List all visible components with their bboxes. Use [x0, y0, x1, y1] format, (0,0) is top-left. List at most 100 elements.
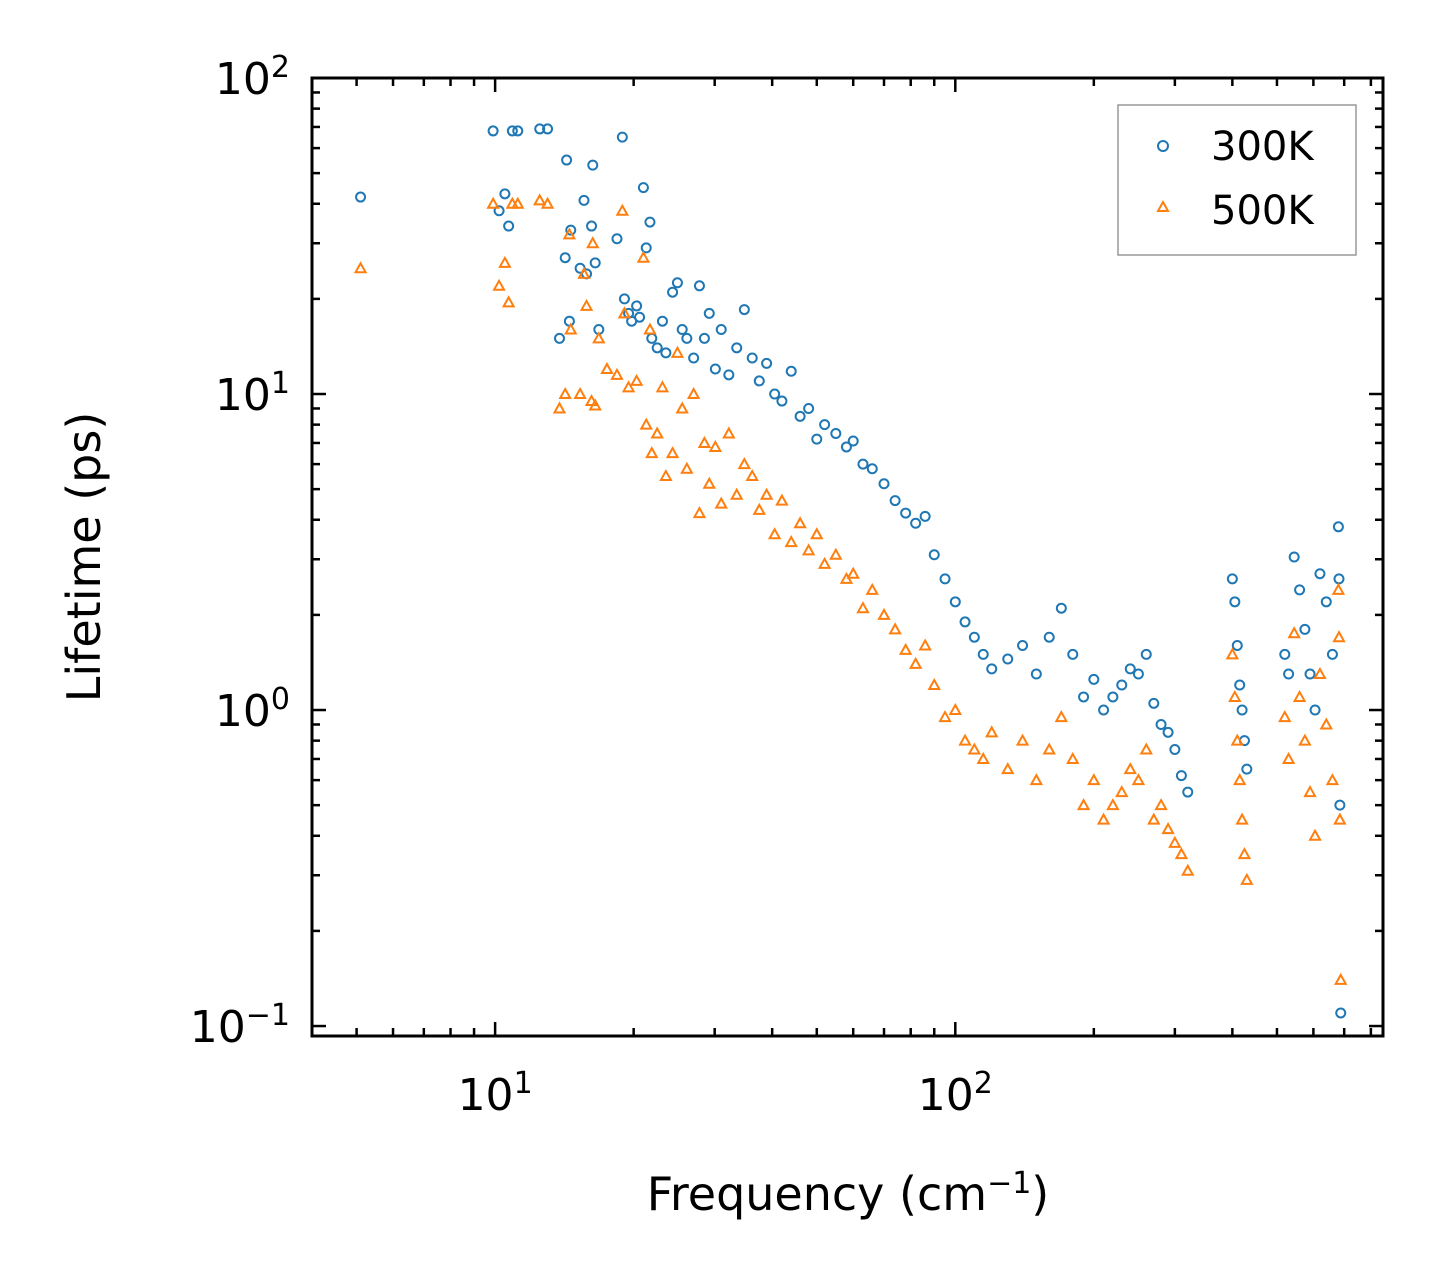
data-point-300K [618, 293, 630, 305]
x-tick-label: 102 [918, 1066, 993, 1122]
data-point-300K [703, 307, 715, 319]
data-point-300K [1294, 584, 1306, 596]
data-point-500K [1333, 812, 1347, 825]
data-point-500K [592, 331, 606, 344]
data-point-300K [355, 191, 367, 203]
data-point-300K [506, 125, 518, 137]
data-point-300K [803, 402, 815, 414]
data-point-300K [487, 125, 499, 137]
x-tick-base: 10 [918, 1070, 974, 1121]
data-point-500K [708, 439, 723, 452]
data-point-500K [1233, 773, 1247, 786]
data-point-500K [655, 380, 670, 393]
data-point-500K [511, 196, 525, 209]
data-point-300K [776, 395, 788, 407]
data-point-300K [1229, 596, 1241, 608]
data-point-500K [714, 496, 728, 509]
data-point-300K [553, 332, 565, 344]
data-point-300K [715, 324, 727, 336]
data-point-500K [665, 446, 680, 459]
data-point-500K [898, 642, 913, 655]
data-point-300K [1055, 602, 1067, 614]
data-point-500K [1228, 689, 1242, 702]
data-point-500K [579, 298, 594, 311]
data-point-300K [1333, 573, 1345, 585]
y-tick-base: 10 [190, 1002, 246, 1053]
data-point-500K [610, 367, 624, 380]
data-point-500K [680, 461, 694, 474]
data-point-300K [1326, 648, 1338, 660]
data-point-300K [1132, 668, 1144, 680]
data-point-300K [910, 517, 922, 529]
data-point-300K [587, 159, 599, 171]
data-point-500K [927, 677, 941, 691]
data-point-300K [1236, 704, 1248, 716]
data-point-300K [1140, 648, 1152, 660]
data-point-500K [1066, 751, 1080, 764]
data-point-500K [1298, 733, 1312, 746]
data-point-500K [1096, 812, 1111, 825]
data-point-300K [738, 304, 750, 316]
data-point-300K [1030, 668, 1042, 680]
data-point-500K [615, 203, 630, 216]
data-point-500K [645, 446, 659, 459]
data-point-500K [486, 196, 500, 209]
data-point-500K [1235, 812, 1249, 825]
data-point-500K [752, 502, 766, 515]
data-point-500K [908, 656, 923, 669]
data-point-300K [1182, 786, 1194, 798]
data-point-300K [1279, 648, 1291, 660]
legend-label-500K: 500K [1211, 188, 1315, 234]
data-point-300K [746, 352, 758, 364]
data-point-500K [588, 398, 602, 411]
data-point-300K [1309, 704, 1321, 716]
data-point-500K [636, 250, 651, 263]
data-point-300K [637, 182, 649, 194]
data-point-300K [1043, 631, 1055, 643]
data-point-300K [1098, 704, 1110, 716]
x-axis-label: Frequency (cm−1) [647, 1166, 1050, 1222]
data-point-300K [857, 458, 869, 470]
data-point-300K [866, 463, 878, 475]
data-point-300K [1155, 718, 1167, 730]
data-point-300K [499, 188, 511, 200]
legend-label-300K: 300K [1211, 124, 1315, 170]
data-point-500K [675, 401, 689, 414]
data-point-500K [1123, 762, 1137, 775]
data-point-300K [1162, 726, 1174, 738]
data-point-300K [840, 441, 852, 453]
data-point-500K [877, 607, 891, 620]
data-point-300K [928, 549, 940, 561]
data-point-300K [889, 495, 901, 507]
data-point-500K [888, 622, 902, 635]
x-tick-exponent: 2 [974, 1066, 993, 1101]
legend-marker-500K [1156, 199, 1170, 212]
data-point-500K [629, 373, 644, 386]
data-point-300K [977, 648, 989, 660]
y-tick-base: 10 [215, 686, 271, 737]
data-point-300K [753, 375, 765, 387]
data-point-500K [564, 322, 578, 335]
x-tick-exponent: 1 [514, 1066, 533, 1101]
data-point-500K [1139, 742, 1153, 755]
data-point-500K [697, 435, 712, 448]
data-point-500K [793, 516, 807, 529]
data-point-300K [534, 123, 546, 135]
data-point-500K [1106, 798, 1120, 811]
data-point-500K [730, 487, 744, 500]
data-point-500K [659, 469, 673, 482]
y-tick-exponent: −1 [246, 998, 290, 1033]
data-point-500K [1225, 647, 1240, 660]
data-point-300K [1169, 744, 1181, 756]
data-point-500K [745, 469, 759, 482]
data-point-500K [692, 506, 707, 519]
data-point-500K [958, 733, 972, 746]
data-point-300K [1283, 668, 1295, 680]
data-point-300K [693, 280, 705, 292]
data-point-500K [586, 236, 600, 249]
data-point-500K [1115, 785, 1129, 798]
series-500K [353, 193, 1348, 985]
data-point-300K [586, 220, 598, 232]
